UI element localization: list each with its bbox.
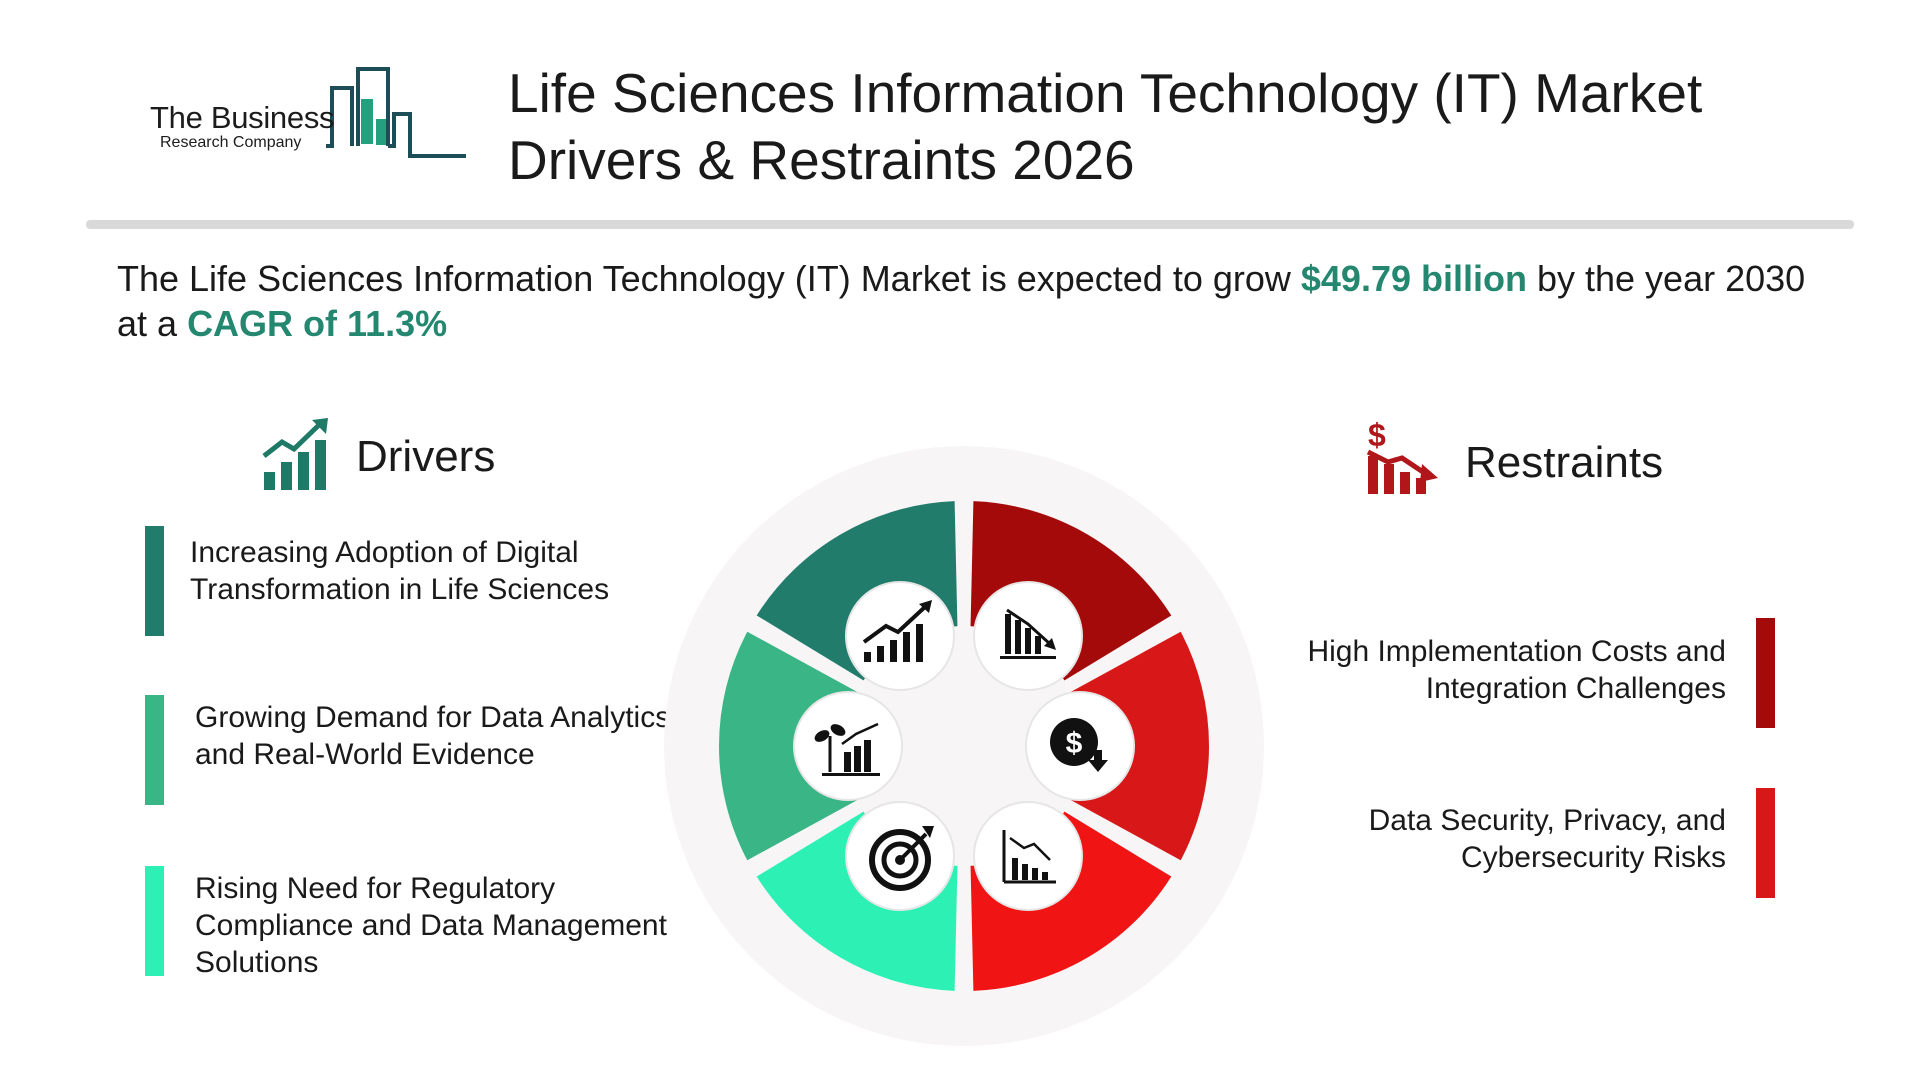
restraint-1-text: High Implementation Costs and Integratio… bbox=[1307, 635, 1726, 705]
driver-2-bar bbox=[145, 695, 164, 805]
drivers-restraints-wheel: $ bbox=[664, 446, 1264, 1046]
market-summary: The Life Sciences Information Technology… bbox=[117, 256, 1837, 346]
driver-1-bar bbox=[145, 526, 164, 636]
building-skyline-icon bbox=[326, 67, 466, 158]
restraint-2-bar bbox=[1756, 788, 1775, 898]
driver-2-text: Growing Demand for Data Analytics and Re… bbox=[195, 701, 671, 771]
restraints-title: Restraints bbox=[1465, 438, 1664, 487]
cagr-value: CAGR of 11.3% bbox=[187, 303, 448, 344]
market-value: $49.79 billion bbox=[1300, 258, 1527, 299]
growth-chart-icon bbox=[262, 418, 328, 490]
title-line-2: Drivers & Restraints 2026 bbox=[508, 129, 1135, 191]
logo-name: The Business bbox=[150, 100, 335, 135]
restraint-decline-chart-icon bbox=[973, 581, 1083, 691]
summary-text-1: The Life Sciences Information Technology… bbox=[117, 258, 1301, 299]
restraint-2-text: Data Security, Privacy, and Cybersecurit… bbox=[1368, 804, 1726, 874]
logo-subtitle: Research Company bbox=[160, 134, 302, 151]
header-divider bbox=[86, 220, 1854, 229]
driver-3-text: Rising Need for Regulatory Compliance an… bbox=[195, 872, 667, 979]
drivers-title: Drivers bbox=[356, 432, 496, 481]
summary-text-2: by the year 2030 at a bbox=[117, 258, 1806, 344]
restraint-1-bar bbox=[1756, 618, 1775, 728]
page-title: Life Sciences Information Technology (IT… bbox=[508, 60, 1838, 194]
svg-text:$: $ bbox=[1368, 417, 1386, 453]
restraint-dollar-down-icon: $ bbox=[1025, 691, 1135, 801]
driver-plant-growth-icon bbox=[793, 691, 903, 801]
title-line-1: Life Sciences Information Technology (IT… bbox=[508, 62, 1703, 124]
declining-dollar-icon: $ bbox=[1366, 417, 1438, 494]
driver-3-bar bbox=[145, 866, 164, 976]
svg-text:$: $ bbox=[1066, 727, 1083, 760]
company-logo: The Business Research Company bbox=[148, 64, 468, 164]
restraint-declining-trend-icon bbox=[973, 801, 1083, 911]
driver-target-icon bbox=[845, 801, 955, 911]
driver-growth-icon bbox=[845, 581, 955, 691]
driver-1-text: Increasing Adoption of Digital Transform… bbox=[190, 536, 610, 606]
